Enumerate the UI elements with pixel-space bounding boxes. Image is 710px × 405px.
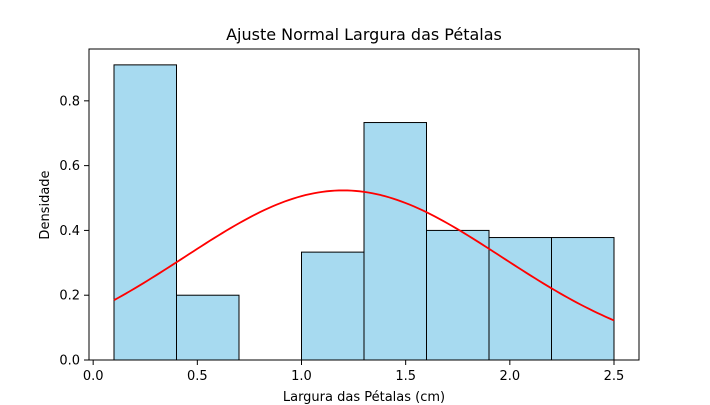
histogram-bar-8: [551, 237, 615, 361]
normal-fit-curve: [113, 189, 615, 322]
x-tick-label: 2.0: [499, 369, 520, 384]
x-tick-label: 1.5: [395, 369, 416, 384]
histogram-bar-6: [426, 229, 490, 361]
histogram-bar-7: [488, 237, 552, 361]
histogram-bar-5: [363, 122, 427, 361]
x-tick-label: 1.0: [291, 369, 312, 384]
normal-curve-group: [113, 189, 615, 322]
histogram-bar-4: [301, 251, 365, 361]
histogram-bar-1: [113, 64, 177, 361]
y-axis-ticks: 0.0 0.2 0.4 0.6 0.8: [59, 94, 89, 369]
chart-title: Ajuste Normal Largura das Pétalas: [226, 25, 502, 44]
y-tick-label: 0.4: [59, 224, 80, 239]
y-tick-label: 0.8: [59, 94, 80, 109]
histogram-bar-2: [176, 294, 240, 361]
x-axis-ticks: 0.0 0.5 1.0 1.5 2.0 2.5: [83, 360, 625, 384]
y-tick-label: 0.0: [59, 354, 80, 369]
y-tick-label: 0.6: [59, 159, 80, 174]
x-tick-label: 0.5: [187, 369, 208, 384]
x-tick-label: 2.5: [604, 369, 625, 384]
y-tick-label: 0.2: [59, 289, 80, 304]
bars-group: [113, 64, 615, 361]
x-axis-label: Largura das Pétalas (cm): [283, 390, 445, 405]
y-axis-label: Densidade: [38, 170, 53, 239]
plot-frame: [88, 48, 640, 361]
x-tick-label: 0.0: [83, 369, 104, 384]
